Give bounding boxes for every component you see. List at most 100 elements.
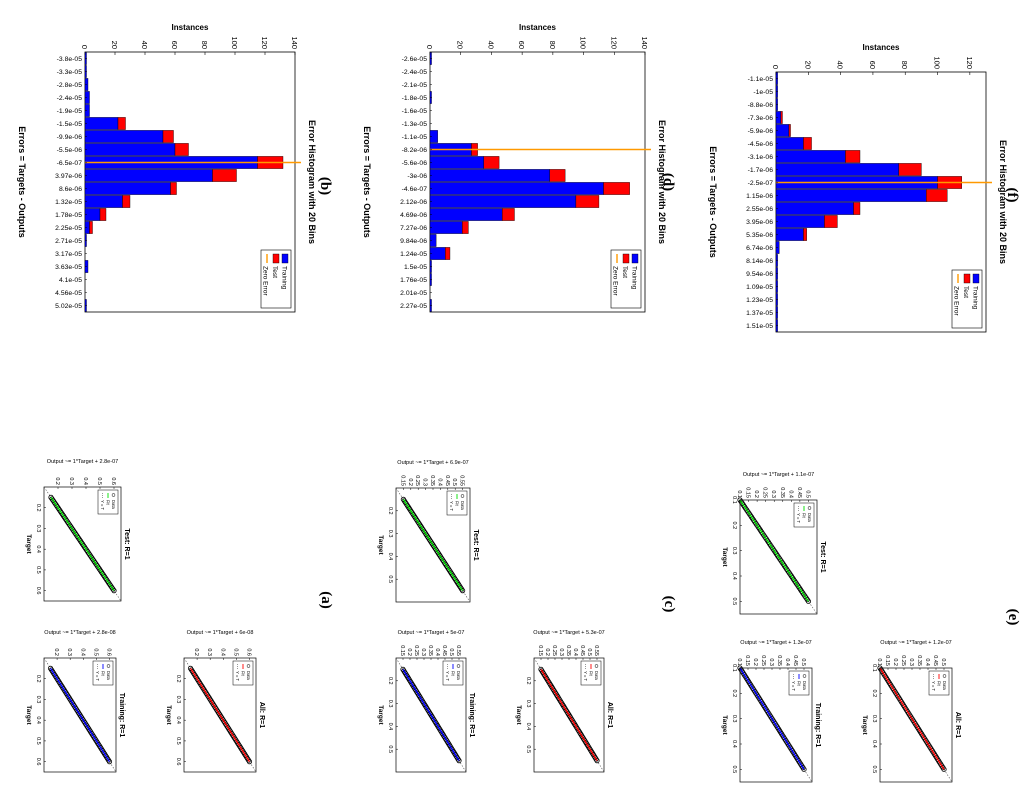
bar-training (84, 195, 123, 208)
y-tick-label: 0.35 (916, 655, 922, 666)
chart-c-training: Training: R=10.20.30.40.50.15 0.2 0.25 0.3 0… (377, 630, 475, 773)
legend-label: Fit (797, 681, 802, 686)
y-axis-label: Instances (172, 23, 209, 32)
x-tick-label: -8.2e-06 (402, 147, 428, 154)
x-axis-label: Errors = Targets - Outputs (362, 126, 372, 238)
x-tick-label: 0.2 (731, 690, 737, 698)
scatter-title: Training: R=1 (118, 693, 125, 738)
bar-training (775, 202, 854, 215)
legend-label: Data (106, 671, 111, 681)
y-tick-label: 0.3 (66, 648, 72, 656)
legend-label: Y = T (445, 671, 450, 681)
x-tick-label: 0.4 (387, 723, 393, 731)
y-tick-label: 0.5 (940, 658, 946, 666)
x-tick-label: 1.09e-05 (746, 284, 773, 291)
x-tick-label: 0.2 (871, 690, 877, 698)
y-tick-label: 0.3 (770, 490, 776, 498)
x-tick-label: -1.3e-05 (402, 121, 428, 128)
fit-line (189, 667, 251, 763)
legend-label: Data (111, 500, 116, 510)
y-tick-label: 0.15 (884, 655, 890, 666)
legend-label: Y = T (100, 500, 105, 510)
y-tick-label: 80 (548, 41, 557, 49)
x-tick-label: 8.6e-06 (59, 186, 82, 193)
y-tick-label: 40 (140, 41, 149, 49)
legend-label: Test (621, 266, 628, 278)
y-tick-label: 0.3 (908, 658, 914, 666)
x-tick-label: 0.5 (35, 566, 41, 574)
y-tick-label: 0.15 (744, 655, 750, 666)
x-axis-label: Target (25, 705, 32, 725)
x-tick-label: 0.4 (35, 545, 41, 553)
y-axis-label: Output ~= 1*Target + 1.1e-07 (743, 472, 814, 478)
x-tick-label: 8.14e-06 (746, 258, 773, 265)
x-tick-label: 0.5 (871, 766, 877, 774)
x-axis-label: Target (515, 705, 522, 725)
x-tick-label: 7.27e-06 (400, 225, 427, 232)
fit-line (739, 667, 805, 770)
x-tick-label: 0.3 (731, 547, 737, 555)
plot-area (429, 51, 646, 313)
x-tick-label: -1.7e-06 (748, 167, 774, 174)
bar-test (122, 195, 131, 208)
x-tick-label: 3.95e-06 (746, 219, 773, 226)
bar-test (603, 182, 630, 195)
data-point (594, 758, 600, 764)
x-axis-label: Target (377, 705, 384, 725)
x-tick-label: 1.24e-05 (400, 251, 427, 258)
x-tick-label: 0.3 (387, 700, 393, 708)
chart-f-hist: Error Histogram with 20 Bins 0 20 40 60 80 100… (708, 43, 1008, 333)
bar-test (780, 111, 783, 124)
y-tick-label: 0.4 (784, 658, 790, 666)
legend-label: Fit (241, 671, 246, 676)
y-tick-label: 0.15 (399, 645, 405, 656)
panel-label-e: (e) (1005, 609, 1020, 626)
y-tick-label: 0.2 (752, 658, 758, 666)
x-axis-label: Target (721, 547, 728, 567)
legend-label: Y = T (95, 671, 100, 681)
x-tick-label: 2.27e-05 (400, 303, 427, 310)
histogram-title: Error Histogram with 20 Bins (307, 120, 317, 244)
y-tick-label: 0.3 (420, 648, 426, 656)
legend-label: Fit (937, 681, 942, 686)
x-tick-label: 2.01e-05 (400, 290, 427, 297)
bar-training (429, 247, 446, 260)
y-tick-label: 0.4 (219, 648, 225, 656)
x-tick-label: 0.2 (35, 504, 41, 512)
scatter-title: Test: R=1 (819, 541, 826, 572)
bar-test (898, 163, 922, 176)
fit-line (49, 667, 111, 763)
x-tick-label: 3.63e-05 (55, 264, 82, 271)
bar-test (501, 208, 515, 221)
bar-test (803, 228, 807, 241)
y-tick-label: 0.6 (245, 648, 251, 656)
legend-box (232, 660, 254, 686)
y-axis-label: Output ~= 1*Target + 2.8e-07 (47, 459, 118, 465)
y-tick-label: 80 (200, 41, 209, 49)
x-tick-label: 3.97e-06 (55, 173, 82, 180)
y-tick-label: 0.1 (876, 658, 882, 666)
x-tick-label: -6.5e-07 (57, 160, 83, 167)
bar-test (853, 202, 861, 215)
legend-box (928, 670, 950, 696)
legend-label: Training (281, 266, 288, 290)
y-tick-label: 0.4 (572, 648, 578, 656)
x-tick-label: 6.74e-06 (746, 245, 773, 252)
y-tick-label: 0.2 (753, 490, 759, 498)
x-axis-label: Errors = Targets - Outputs (17, 126, 27, 238)
bar-test (803, 137, 812, 150)
x-tick-label: -4.5e-06 (748, 141, 774, 148)
y-tick-label: 0 (425, 45, 434, 49)
x-tick-label: 4.1e-05 (59, 277, 82, 284)
bar-training (775, 215, 825, 228)
x-tick-label: 1.23e-05 (746, 297, 773, 304)
y-tick-label: 0.45 (792, 655, 798, 666)
legend-box (97, 489, 119, 515)
bar-training (84, 143, 176, 156)
bar-test (788, 124, 791, 137)
chart-a-all: All: R=1 0.2 0.3 0.4 0.5 0.6 0.2 0.3 0.4 0.5 0.6 Ta… (165, 630, 265, 773)
bar-training (429, 195, 577, 208)
x-tick-label: 2.25e-05 (55, 225, 82, 232)
